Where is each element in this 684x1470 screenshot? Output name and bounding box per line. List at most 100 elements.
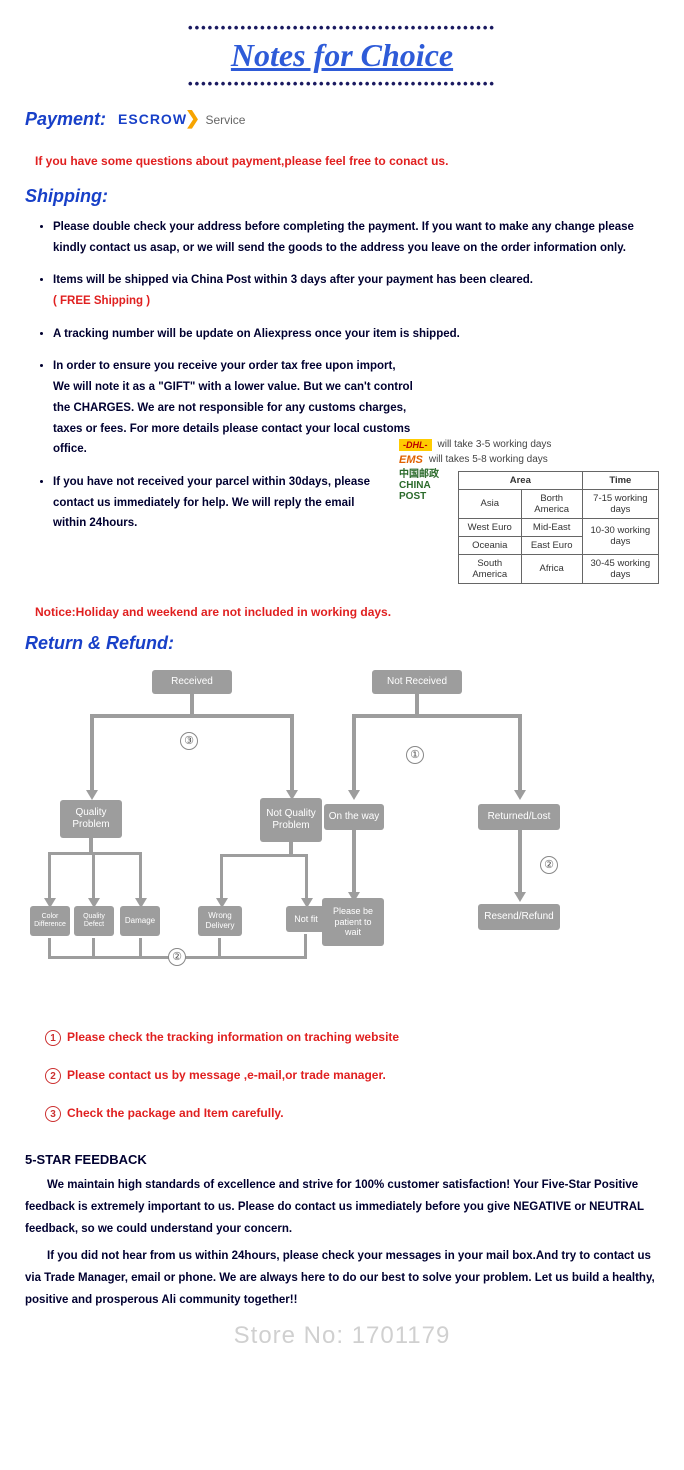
area-cell: South America (458, 554, 521, 583)
flow-line (305, 854, 308, 900)
area-cell: Oceania (458, 536, 521, 554)
dots-top: ••••••••••••••••••••••••••••••••••••••••… (25, 20, 659, 35)
flow-line (518, 830, 522, 894)
step-num-icon: 2 (45, 1068, 61, 1084)
area-cell: Borth America (521, 489, 582, 518)
shipping-times-panel: -DHL- will take 3-5 working days EMS wil… (399, 436, 659, 587)
area-cell: Africa (521, 554, 582, 583)
ems-logo-icon: EMS (399, 454, 423, 466)
flow-line (90, 714, 294, 718)
flow-line (92, 852, 95, 900)
node-damage: Damage (120, 906, 160, 936)
node-on-way: On the way (324, 804, 384, 830)
flow-line (48, 852, 51, 900)
escrow-text: ESCROW (118, 111, 187, 127)
circle-2: ② (540, 856, 558, 874)
feedback-para-2: If you did not hear from us within 24hou… (25, 1246, 659, 1312)
store-watermark: Store No: 1701179 (0, 1322, 684, 1350)
china-post-logo-icon: 中国邮政 CHINA POST (399, 469, 452, 502)
free-shipping-label: ( FREE Shipping ) (53, 295, 150, 307)
feedback-heading: 5-STAR FEEDBACK (25, 1152, 659, 1167)
flow-line (89, 838, 93, 852)
flow-line (48, 852, 142, 855)
node-not-received: Not Received (372, 670, 462, 694)
flow-line (518, 714, 522, 792)
flow-line (289, 842, 293, 854)
circle-1: ① (406, 746, 424, 764)
bullet-text: Items will be shipped via China Post wit… (53, 274, 533, 286)
holiday-notice: Notice:Holiday and weekend are not inclu… (35, 605, 659, 619)
step-3: 3Check the package and Item carefully. (45, 1106, 659, 1122)
return-flowchart: Received Not Received ③ ① Quality Proble… (42, 670, 642, 1010)
time-cell: 30-45 working days (582, 554, 658, 583)
node-please-wait: Please be patient to wait (322, 898, 384, 946)
shipping-bullet: Please double check your address before … (53, 217, 659, 258)
step-2: 2 Please contact us by message ,e-mail,or… (45, 1068, 659, 1084)
shipping-heading: Shipping: (25, 186, 108, 207)
flow-line (415, 694, 419, 714)
dhl-time: will take 3-5 working days (438, 439, 552, 450)
node-wrong-delivery: Wrong Delivery (198, 906, 242, 936)
shipping-bullet: Items will be shipped via China Post wit… (53, 270, 659, 311)
node-resend: Resend/Refund (478, 904, 560, 930)
area-cell: West Euro (458, 518, 521, 536)
flow-line (220, 854, 308, 857)
flow-line (139, 852, 142, 900)
payment-notice: If you have some questions about payment… (35, 154, 659, 168)
escrow-arrow-icon: ❯ (185, 108, 200, 128)
arrow-icon (514, 790, 526, 800)
steps-list: 1Please check the tracking information o… (45, 1030, 659, 1122)
step-num-icon: 1 (45, 1030, 61, 1046)
flow-line (304, 934, 307, 956)
payment-row: Payment: ESCROW❯ Service (25, 101, 659, 136)
circle-3: ③ (180, 732, 198, 750)
ems-line: EMS will takes 5-8 working days (399, 454, 659, 466)
flow-line (92, 938, 95, 956)
flow-line (290, 714, 294, 792)
area-cell: East Euro (521, 536, 582, 554)
shipping-bullet: If you have not received your parcel wit… (53, 472, 373, 534)
flow-line (90, 714, 94, 792)
page-title: Notes for Choice (25, 37, 659, 74)
step-num-icon: 3 (45, 1106, 61, 1122)
china-post-line: 中国邮政 CHINA POST Area Time Asia Borth Ame… (399, 469, 659, 584)
step-1: 1Please check the tracking information o… (45, 1030, 659, 1046)
ems-time: will takes 5-8 working days (429, 454, 548, 465)
step-text: Please contact us by message ,e-mail,or … (67, 1068, 386, 1082)
flow-line (352, 830, 356, 894)
flow-line (139, 938, 142, 956)
flow-line (48, 938, 51, 956)
dhl-logo-icon: -DHL- (399, 439, 432, 451)
arrow-icon (86, 790, 98, 800)
return-heading: Return & Refund: (25, 633, 174, 654)
node-returned: Returned/Lost (478, 804, 560, 830)
dhl-line: -DHL- will take 3-5 working days (399, 439, 659, 451)
dots-bottom: ••••••••••••••••••••••••••••••••••••••••… (25, 76, 659, 91)
node-not-quality: Not Quality Problem (260, 798, 322, 842)
time-header: Time (582, 471, 658, 489)
payment-heading: Payment: (25, 109, 106, 130)
shipping-bullet: In order to ensure you receive your orde… (53, 356, 413, 459)
area-cell: Mid-East (521, 518, 582, 536)
flow-line (220, 854, 223, 900)
shipping-bullet: A tracking number will be update on Alie… (53, 324, 659, 345)
flow-line (190, 694, 194, 714)
circle-2b: ② (168, 948, 186, 966)
node-quality: Quality Problem (60, 800, 122, 838)
area-header: Area (458, 471, 582, 489)
flow-line (352, 714, 522, 718)
node-color-diff: Color Difference (30, 906, 70, 936)
title-block: ••••••••••••••••••••••••••••••••••••••••… (25, 20, 659, 91)
time-cell: 7-15 working days (582, 489, 658, 518)
flow-line (218, 938, 221, 956)
node-received: Received (152, 670, 232, 694)
feedback-para-1: We maintain high standards of excellence… (25, 1175, 659, 1241)
arrow-icon (348, 790, 360, 800)
escrow-service-text: Service (205, 113, 245, 127)
area-cell: Asia (458, 489, 521, 518)
flow-line (352, 714, 356, 792)
arrow-icon (514, 892, 526, 902)
time-cell: 10-30 working days (582, 518, 658, 554)
area-time-table: Area Time Asia Borth America 7-15 workin… (458, 471, 659, 584)
node-not-fit: Not fit (286, 906, 326, 932)
